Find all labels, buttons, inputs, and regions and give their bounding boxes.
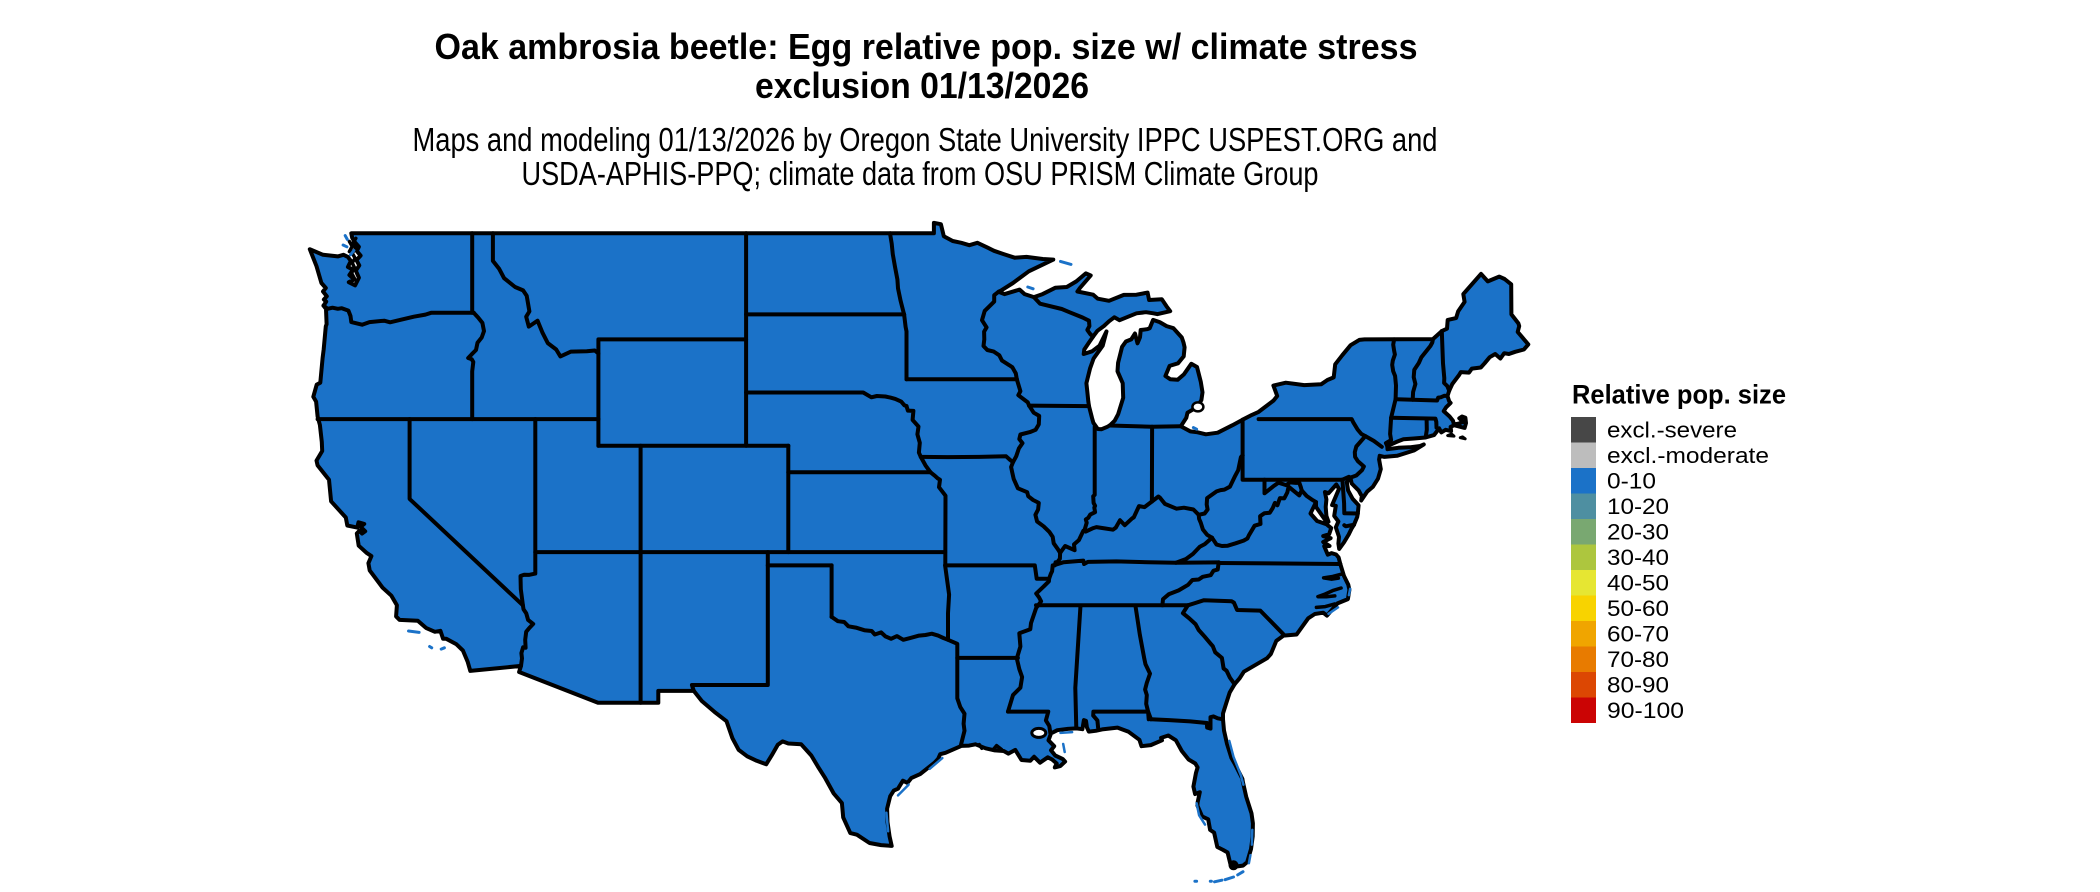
svg-text:30-40: 30-40 (1607, 545, 1669, 570)
svg-text:0-10: 0-10 (1607, 468, 1656, 493)
svg-text:excl.-severe: excl.-severe (1607, 417, 1737, 442)
svg-text:exclusion 01/13/2026: exclusion 01/13/2026 (755, 65, 1089, 106)
svg-text:60-70: 60-70 (1607, 622, 1669, 647)
svg-text:40-50: 40-50 (1607, 571, 1669, 596)
svg-text:80-90: 80-90 (1607, 673, 1669, 698)
svg-text:90-100: 90-100 (1607, 698, 1684, 723)
svg-text:70-80: 70-80 (1607, 647, 1669, 672)
svg-text:Oak ambrosia beetle: Egg relat: Oak ambrosia beetle: Egg relative pop. s… (435, 26, 1418, 67)
svg-text:Relative pop. size: Relative pop. size (1572, 380, 1786, 410)
svg-text:10-20: 10-20 (1607, 494, 1669, 519)
svg-text:USDA-APHIS-PPQ; climate data f: USDA-APHIS-PPQ; climate data from OSU PR… (522, 155, 1319, 192)
svg-text:excl.-moderate: excl.-moderate (1607, 443, 1769, 468)
svg-text:20-30: 20-30 (1607, 520, 1669, 545)
svg-text:50-60: 50-60 (1607, 596, 1669, 621)
svg-text:Maps and modeling 01/13/2026 b: Maps and modeling 01/13/2026 by Oregon S… (413, 121, 1438, 158)
